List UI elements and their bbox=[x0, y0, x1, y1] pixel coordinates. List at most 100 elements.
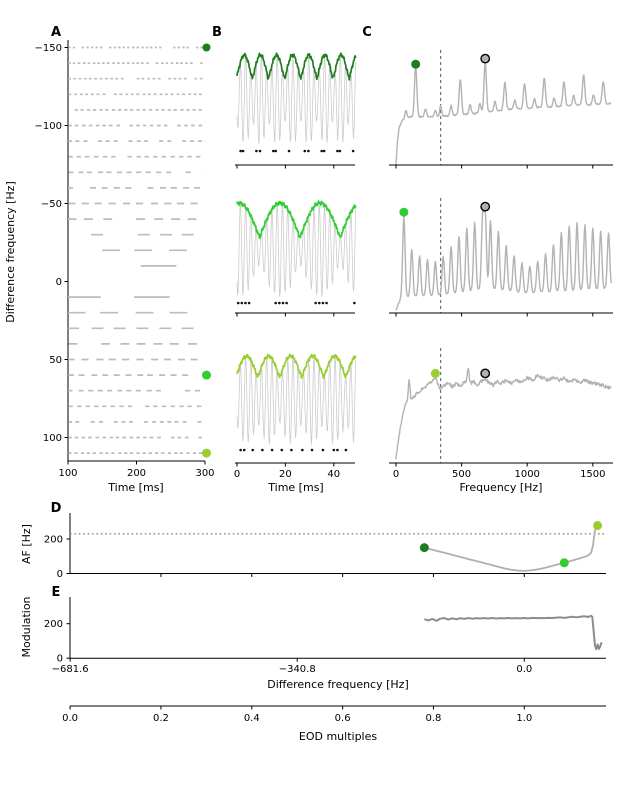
panel-a-raster: A −150 −100 −50 0 50 100 100 200 300 Time [ms] Diff… bbox=[4, 25, 215, 494]
c-xtick-label: 1000 bbox=[514, 469, 539, 480]
spectrum-curve bbox=[395, 367, 612, 460]
a-ytick-label: −50 bbox=[41, 199, 62, 210]
d-ytick-label: 0 bbox=[57, 569, 63, 580]
spike-dot bbox=[317, 301, 321, 305]
a-xtick-label: 300 bbox=[195, 468, 214, 479]
spike-dot bbox=[236, 301, 240, 305]
spike-dot bbox=[321, 301, 325, 305]
spike-dot bbox=[274, 301, 278, 305]
af-curve bbox=[424, 525, 599, 572]
spike-dot bbox=[325, 301, 328, 305]
af-marker-dot bbox=[419, 543, 429, 553]
spike-dot bbox=[287, 149, 291, 153]
d-ylabel: AF [Hz] bbox=[20, 524, 33, 564]
eod-axis-label: EOD multiples bbox=[299, 730, 377, 743]
spike-dot bbox=[303, 149, 307, 153]
spectrum-curve bbox=[395, 61, 612, 166]
a-ytick-label: 50 bbox=[49, 355, 62, 366]
spike-dot bbox=[351, 149, 355, 153]
spike-dot bbox=[290, 448, 293, 452]
spike-dot bbox=[281, 301, 285, 305]
spike-dot bbox=[274, 149, 278, 153]
spike-dot bbox=[338, 149, 342, 153]
panel-b-subplot-2: 0 20 40 bbox=[234, 353, 357, 480]
b-xtick-label: 0 bbox=[234, 469, 240, 480]
raster-highlight-marker bbox=[202, 43, 211, 52]
modulation-curve bbox=[424, 614, 603, 651]
peak-marker-dot bbox=[430, 368, 440, 378]
spike-dot bbox=[278, 301, 281, 305]
panel-e-modulation: E 0 200 −681.6 −340.8 0.0 Modulation Difference… bbox=[20, 585, 606, 691]
b-xtick-label: 20 bbox=[279, 469, 292, 480]
spike-dot bbox=[353, 301, 356, 305]
e-xlabel: Difference frequency [Hz] bbox=[267, 678, 409, 691]
eod-xtick-label: 0.2 bbox=[153, 713, 169, 724]
peak-marker-dot bbox=[399, 207, 409, 217]
panel-b-waveforms: B 0 20 40 Time [ms] bbox=[212, 25, 357, 494]
spike-dot bbox=[320, 149, 324, 153]
spike-dot bbox=[239, 448, 242, 452]
eod-xtick-label: 0.6 bbox=[335, 713, 351, 724]
spike-dot bbox=[336, 448, 339, 452]
e-xtick-label: −681.6 bbox=[52, 664, 89, 675]
beat-envelope bbox=[236, 353, 357, 379]
carrier-waveform bbox=[236, 354, 357, 446]
e-xtick-label: 0.0 bbox=[516, 664, 532, 675]
spike-dot bbox=[307, 149, 310, 153]
e-ylabel: Modulation bbox=[20, 596, 33, 657]
peak-marker-circle bbox=[480, 368, 491, 379]
spectrum-curve bbox=[395, 206, 612, 311]
d-ytick-label: 200 bbox=[44, 535, 63, 546]
peak-marker-circle bbox=[480, 53, 491, 64]
spike-dot bbox=[314, 301, 317, 305]
a-ytick-label: −150 bbox=[35, 43, 62, 54]
raster-highlight-marker bbox=[202, 448, 211, 458]
e-ytick-label: 200 bbox=[44, 619, 63, 630]
a-ytick-label: −100 bbox=[35, 121, 62, 132]
spike-dot bbox=[239, 149, 242, 153]
spike-dot bbox=[240, 301, 244, 305]
b-xtick-label: 40 bbox=[327, 469, 340, 480]
eod-xtick-label: 1.0 bbox=[516, 713, 532, 724]
panel-c-subplot-0 bbox=[389, 50, 613, 169]
e-ytick-label: 0 bbox=[57, 654, 63, 665]
spike-dot bbox=[310, 448, 314, 452]
spike-dot bbox=[321, 448, 325, 452]
a-ytick-label: 100 bbox=[43, 433, 62, 444]
panel-b-letter: B bbox=[212, 25, 222, 40]
c-xtick-label: 1500 bbox=[580, 469, 605, 480]
c-xtick-label: 500 bbox=[452, 469, 471, 480]
peak-marker-dot bbox=[411, 59, 421, 69]
carrier-waveform bbox=[236, 54, 357, 145]
panel-c-spectra: C 0 500 1000 1500 Frequency [Hz] bbox=[362, 25, 613, 494]
spike-dot bbox=[301, 448, 304, 452]
panel-c-subplot-1 bbox=[389, 198, 613, 317]
peak-marker-circle bbox=[480, 201, 491, 212]
a-ylabel: Difference frequency [Hz] bbox=[4, 181, 17, 323]
spike-dot bbox=[247, 301, 251, 305]
af-marker-dot bbox=[593, 521, 603, 531]
spike-dot bbox=[241, 149, 245, 153]
eod-multiples-axis: 0.0 0.2 0.4 0.6 0.8 1.0 EOD multiples bbox=[62, 705, 606, 743]
raster-highlight-marker bbox=[202, 370, 211, 380]
panel-d-letter: D bbox=[51, 501, 62, 516]
spike-dot bbox=[258, 149, 262, 153]
panel-e-letter: E bbox=[52, 585, 61, 600]
spike-dot bbox=[322, 149, 326, 153]
e-xtick-label: −340.8 bbox=[279, 664, 316, 675]
af-marker-dot bbox=[559, 558, 569, 568]
a-xlabel: Time [ms] bbox=[107, 481, 163, 494]
beat-envelope bbox=[236, 52, 357, 81]
spike-dot bbox=[272, 149, 275, 153]
c-xtick-label: 0 bbox=[393, 469, 399, 480]
panel-b-subplot-1 bbox=[235, 200, 357, 317]
b-xlabel: Time [ms] bbox=[267, 481, 323, 494]
carrier-waveform bbox=[236, 202, 357, 297]
panel-d-af: D 0 200 AF [Hz] bbox=[20, 501, 606, 580]
panel-b-subplot-0 bbox=[235, 52, 357, 169]
eod-xtick-label: 0.0 bbox=[62, 713, 78, 724]
spike-dot bbox=[336, 149, 339, 153]
eod-xtick-label: 0.8 bbox=[426, 713, 442, 724]
